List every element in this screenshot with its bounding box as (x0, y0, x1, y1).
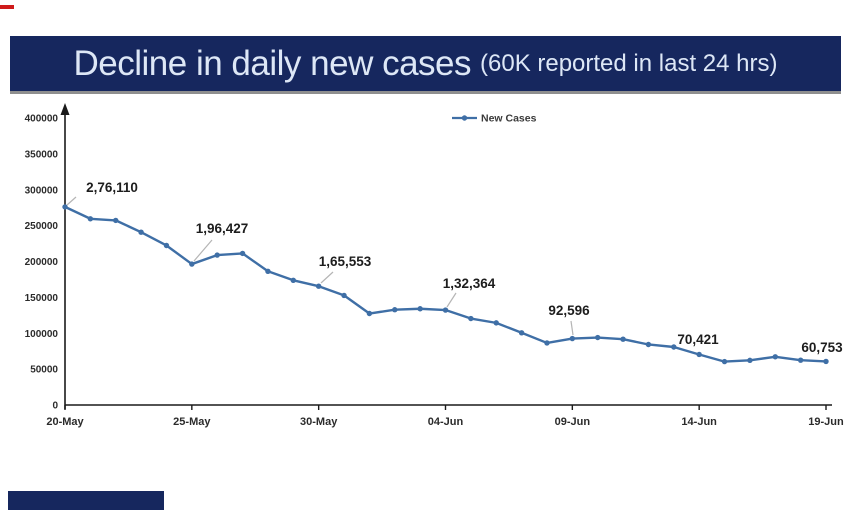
data-point (214, 252, 220, 258)
y-axis-tick-label: 300000 (25, 185, 59, 196)
data-point (468, 315, 474, 322)
y-axis-tick-label: 200000 (25, 257, 59, 268)
data-point (163, 242, 170, 249)
y-axis-tick-label: 0 (52, 401, 58, 412)
axes: 0 50000 100000 150000 200000 250000 300000 3500… (25, 103, 844, 428)
y-axis-tick-label: 100000 (25, 329, 59, 340)
data-point (620, 336, 626, 342)
red-accent-mark (0, 5, 14, 9)
data-labels: 2,76,110 1,96,427 1,65,553 1,32,364 92,596 70… (66, 180, 843, 355)
legend: New Cases (452, 113, 537, 125)
legend-label: New Cases (481, 113, 537, 125)
data-label: 60,753 (801, 340, 843, 355)
data-point (595, 334, 601, 341)
banner-title-sub: (60K reported in last 24 hrs) (480, 49, 778, 77)
data-label: 1,96,427 (196, 221, 249, 236)
data-point (797, 357, 804, 363)
footer-bar (8, 491, 164, 510)
x-axis-tick-label: 09-Jun (555, 416, 591, 428)
data-point (265, 268, 271, 274)
y-axis-tick-label: 250000 (25, 221, 59, 232)
data-point (315, 283, 322, 289)
data-point (518, 330, 525, 336)
data-label: 1,32,364 (443, 276, 496, 291)
new-cases-series (62, 204, 829, 365)
title-banner: Decline in daily new cases (60K reported… (10, 36, 841, 94)
data-point (696, 351, 702, 358)
data-point (62, 204, 68, 210)
y-axis-tick-label: 50000 (30, 365, 58, 376)
data-label: 1,65,553 (319, 254, 372, 269)
data-point (772, 354, 778, 360)
data-point (645, 341, 652, 348)
data-point (544, 340, 550, 346)
x-axis-tick-label: 20-May (46, 416, 84, 428)
y-axis-tick-label: 350000 (25, 149, 59, 160)
data-label: 2,76,110 (86, 180, 138, 195)
data-point (823, 358, 829, 365)
y-axis-tick-label: 400000 (25, 114, 59, 125)
data-point (290, 277, 296, 284)
x-axis-tick-label: 04-Jun (428, 416, 464, 428)
data-point (239, 250, 246, 257)
data-point (417, 306, 423, 312)
data-point (341, 292, 347, 299)
data-point (138, 229, 144, 235)
data-point (671, 344, 677, 350)
x-axis-tick-label: 30-May (300, 416, 338, 428)
x-axis-tick-label: 19-Jun (808, 416, 844, 428)
data-point (442, 307, 449, 313)
data-point (113, 217, 119, 224)
x-axis-tick-label: 14-Jun (681, 416, 717, 428)
data-point (747, 357, 753, 364)
data-label: 92,596 (548, 303, 590, 318)
data-point (569, 335, 576, 342)
data-point (87, 216, 94, 222)
banner-title-main: Decline in daily new cases (73, 43, 472, 83)
data-label: 70,421 (677, 332, 719, 347)
x-axis-tick-label: 25-May (173, 416, 211, 428)
y-axis-tick-label: 150000 (25, 293, 59, 304)
data-point (366, 310, 373, 317)
data-point (392, 307, 398, 313)
data-point (189, 261, 195, 267)
data-point (721, 358, 728, 365)
data-point (493, 320, 499, 326)
